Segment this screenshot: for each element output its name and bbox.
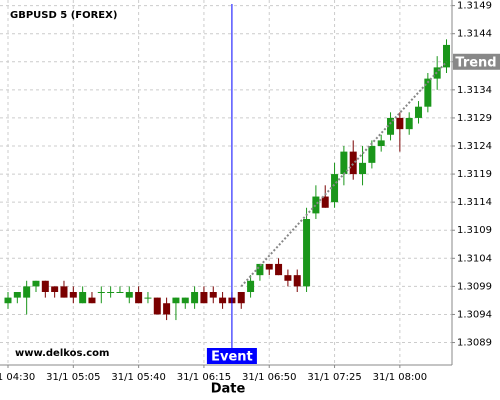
x-tick-label: 31/1 05:40 xyxy=(111,372,165,383)
x-axis-title: Date xyxy=(211,382,246,397)
candle-body xyxy=(23,286,31,298)
y-tick-label: 1.3114 xyxy=(457,197,492,208)
candle-body xyxy=(424,78,432,107)
candle-body xyxy=(88,297,96,304)
candle-body xyxy=(209,292,217,298)
candle-body xyxy=(312,196,320,214)
candle-body xyxy=(349,151,357,175)
candle-body xyxy=(153,297,161,315)
y-tick-label: 1.3109 xyxy=(457,225,492,236)
candle-body xyxy=(265,263,273,270)
candle-body xyxy=(13,292,21,298)
y-tick-label: 1.3104 xyxy=(457,253,492,264)
candle-body xyxy=(321,196,329,208)
y-tick-label: 1.3089 xyxy=(457,338,492,349)
y-tick-label: 1.3094 xyxy=(457,309,492,320)
chart-title: GBPUSD 5 (FOREX) xyxy=(10,10,117,21)
y-tick-label: 1.3099 xyxy=(457,281,492,292)
candle-body xyxy=(135,292,143,304)
candle-body xyxy=(387,117,395,135)
candle-body xyxy=(163,303,171,315)
event-label: Event xyxy=(211,350,253,365)
candle-body xyxy=(247,280,255,292)
candle-body xyxy=(303,219,311,287)
candle-body xyxy=(32,280,40,287)
candle-body xyxy=(191,292,199,304)
x-tick-label: 31/1 08:00 xyxy=(373,372,427,383)
candle-body xyxy=(359,162,367,175)
candle-body xyxy=(219,297,227,304)
candle-body xyxy=(331,174,339,203)
y-tick-label: 1.3134 xyxy=(457,85,492,96)
candle-body xyxy=(51,286,59,292)
plot-area xyxy=(0,0,452,365)
trend-line xyxy=(240,61,448,288)
candle-body xyxy=(415,106,423,118)
trend-label: Trend xyxy=(455,55,496,70)
candle-body xyxy=(97,292,105,293)
x-tick-label: 31/1 06:50 xyxy=(242,372,296,383)
candle-body xyxy=(396,117,404,130)
watermark: www.delkos.com xyxy=(15,348,109,359)
candle-body xyxy=(79,292,87,304)
candle-body xyxy=(69,292,77,298)
candle-body xyxy=(107,292,115,293)
candle-body xyxy=(256,263,264,276)
candle-body xyxy=(284,275,292,281)
candle-body xyxy=(4,297,12,304)
candle-body xyxy=(200,292,208,304)
candle-body xyxy=(41,280,49,292)
candle-body xyxy=(181,297,189,304)
candle-body xyxy=(237,292,245,304)
y-tick-label: 1.3129 xyxy=(457,113,492,124)
candle-body xyxy=(443,44,451,68)
y-tick-label: 1.3149 xyxy=(457,1,492,12)
x-tick-label: 31/1 05:05 xyxy=(46,372,100,383)
candle-body xyxy=(368,146,376,163)
candle-body xyxy=(340,151,348,175)
candle-body xyxy=(60,286,68,298)
x-tick-label: 31/1 04:30 xyxy=(0,372,35,383)
candle-body xyxy=(405,117,413,130)
candle-body xyxy=(116,292,124,293)
x-tick-label: 31/1 06:15 xyxy=(177,372,231,383)
y-tick-label: 1.3119 xyxy=(457,169,492,180)
candle-body xyxy=(144,297,152,299)
candle-body xyxy=(377,140,385,146)
candle-body xyxy=(172,297,180,304)
y-tick-label: 1.3144 xyxy=(457,29,492,40)
y-tick-label: 1.3124 xyxy=(457,141,492,152)
candle-body xyxy=(125,292,133,298)
candle-body xyxy=(293,275,301,287)
event-label-box xyxy=(206,348,257,364)
candle-body xyxy=(275,263,283,276)
x-tick-label: 31/1 07:25 xyxy=(307,372,361,383)
trend-label-box xyxy=(453,53,500,70)
